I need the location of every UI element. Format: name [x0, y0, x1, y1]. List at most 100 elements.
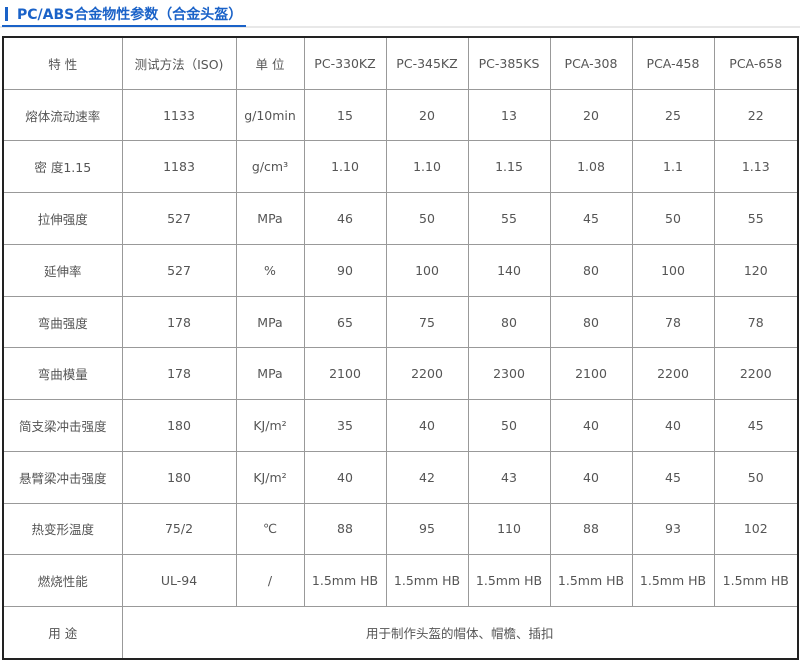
table-cell: 55 [713, 192, 799, 245]
table-cell: 50 [713, 450, 799, 504]
table-cell: 40 [631, 399, 715, 452]
table-cell: 95 [385, 502, 469, 556]
table-cell: 2100 [303, 347, 387, 401]
property-name: 悬臂梁冲击强度 [2, 450, 123, 504]
table-cell: 55 [467, 192, 551, 245]
section-header: PC/ABS合金物性参数（合金头盔） [0, 0, 800, 28]
divider [0, 26, 800, 28]
table-cell: 50 [467, 399, 551, 452]
table-cell: 102 [713, 502, 799, 556]
table-cell: 50 [631, 192, 715, 245]
table-cell: 1.5mm HB [713, 554, 799, 608]
table-cell: 78 [631, 295, 715, 349]
table-cell: 20 [549, 88, 633, 142]
table-cell: 180 [121, 450, 237, 504]
table-cell: 178 [121, 295, 237, 349]
table-cell: 80 [549, 243, 633, 297]
header-cell: PCA-308 [549, 36, 633, 90]
property-name: 延伸率 [2, 243, 123, 297]
table-cell: 13 [467, 88, 551, 142]
table-cell: 2100 [549, 347, 633, 401]
table-cell: 80 [467, 295, 551, 349]
usage-value: 用于制作头盔的帽体、帽檐、插扣 [121, 606, 799, 660]
header-row: 特 性测试方法（ISO) 单 位 PC-330KZ PC-345KZ PC-385KS P… [2, 36, 799, 90]
header-cell: PCA-658 [713, 36, 799, 90]
table-cell: 1183 [121, 140, 237, 194]
property-name: 密 度1.15 [2, 140, 123, 194]
table-cell: g/cm³ [235, 140, 305, 194]
table-cell: UL-94 [121, 554, 237, 608]
table-cell: / [235, 554, 305, 608]
table-cell: 80 [549, 295, 633, 349]
header-cell: PC-345KZ [385, 36, 469, 90]
table-cell: 88 [303, 502, 387, 556]
table-cell: 45 [713, 399, 799, 452]
table-cell: 1.5mm HB [631, 554, 715, 608]
table-cell: 93 [631, 502, 715, 556]
table-row: 拉伸强度 527 MPa 46 50 55 45 50 55 [2, 192, 799, 245]
table-row: 密 度1.15 1183 g/cm³ 1.10 1.10 1.15 1.08 1.1 1.13 [2, 140, 799, 194]
header-cell: PC-330KZ [303, 36, 387, 90]
usage-row: 用 途用于制作头盔的帽体、帽檐、插扣 [2, 606, 799, 660]
table-cell: 20 [385, 88, 469, 142]
title-accent-bar [5, 7, 8, 21]
table-cell: 100 [631, 243, 715, 297]
table-cell: 15 [303, 88, 387, 142]
table-cell: 120 [713, 243, 799, 297]
table-cell: 45 [631, 450, 715, 504]
table-cell: 25 [631, 88, 715, 142]
table-cell: 22 [713, 88, 799, 142]
table-cell: 1133 [121, 88, 237, 142]
table-cell: KJ/m² [235, 399, 305, 452]
table-cell: 1.10 [385, 140, 469, 194]
table-cell: MPa [235, 295, 305, 349]
table-cell: 75 [385, 295, 469, 349]
table-cell: 1.10 [303, 140, 387, 194]
table-cell: 46 [303, 192, 387, 245]
table-cell: 2300 [467, 347, 551, 401]
table-cell: 1.13 [713, 140, 799, 194]
table-cell: 35 [303, 399, 387, 452]
table-cell: 75/2 [121, 502, 237, 556]
header-cell: 测试方法（ISO) [121, 36, 237, 90]
title-underline [2, 25, 246, 27]
table-row: 燃烧性能 UL-94/1.5mm HB 1.5mm HB 1.5mm HB 1.5mm … [2, 554, 799, 608]
table-cell: 100 [385, 243, 469, 297]
table-cell: 1.5mm HB [549, 554, 633, 608]
table-cell: 527 [121, 243, 237, 297]
table-cell: 40 [303, 450, 387, 504]
table-cell: 2200 [631, 347, 715, 401]
table-cell: 1.5mm HB [467, 554, 551, 608]
header-cell: PC-385KS [467, 36, 551, 90]
property-name: 热变形温度 [2, 502, 123, 556]
table-cell: 1.5mm HB [303, 554, 387, 608]
page-title: PC/ABS合金物性参数（合金头盔） [17, 7, 243, 23]
header-cell: 单 位 [235, 36, 305, 90]
table-row: 延伸率 527% 90 100 140 80 100 120 [2, 243, 799, 297]
properties-table: 特 性测试方法（ISO) 单 位 PC-330KZ PC-345KZ PC-385KS P… [2, 36, 799, 660]
table-cell: 88 [549, 502, 633, 556]
table-cell: 50 [385, 192, 469, 245]
property-name: 弯曲模量 [2, 347, 123, 401]
property-name: 简支梁冲击强度 [2, 399, 123, 452]
table-cell: KJ/m² [235, 450, 305, 504]
table-cell: 90 [303, 243, 387, 297]
table-cell: 1.1 [631, 140, 715, 194]
table-cell: 43 [467, 450, 551, 504]
property-name: 熔体流动速率 [2, 88, 123, 142]
table-row: 弯曲强度 178 MPa 65 75 80 80 78 78 [2, 295, 799, 349]
header-cell: 特 性 [2, 36, 123, 90]
table-cell: 1.08 [549, 140, 633, 194]
table-cell: ℃ [235, 502, 305, 556]
table-cell: 110 [467, 502, 551, 556]
table-cell: 78 [713, 295, 799, 349]
table-cell: 2200 [385, 347, 469, 401]
table-row: 热变形温度 75/2 ℃ 88 95 110 88 93 102 [2, 502, 799, 556]
table-cell: MPa [235, 347, 305, 401]
table-row: 弯曲模量 178 MPa 2100 2200 2300 2100 2200 2200 [2, 347, 799, 401]
header-cell: PCA-458 [631, 36, 715, 90]
table-cell: % [235, 243, 305, 297]
table-row: 简支梁冲击强度 180 KJ/m² 35 40 50 40 40 45 [2, 399, 799, 452]
table-cell: g/10min [235, 88, 305, 142]
property-name: 拉伸强度 [2, 192, 123, 245]
